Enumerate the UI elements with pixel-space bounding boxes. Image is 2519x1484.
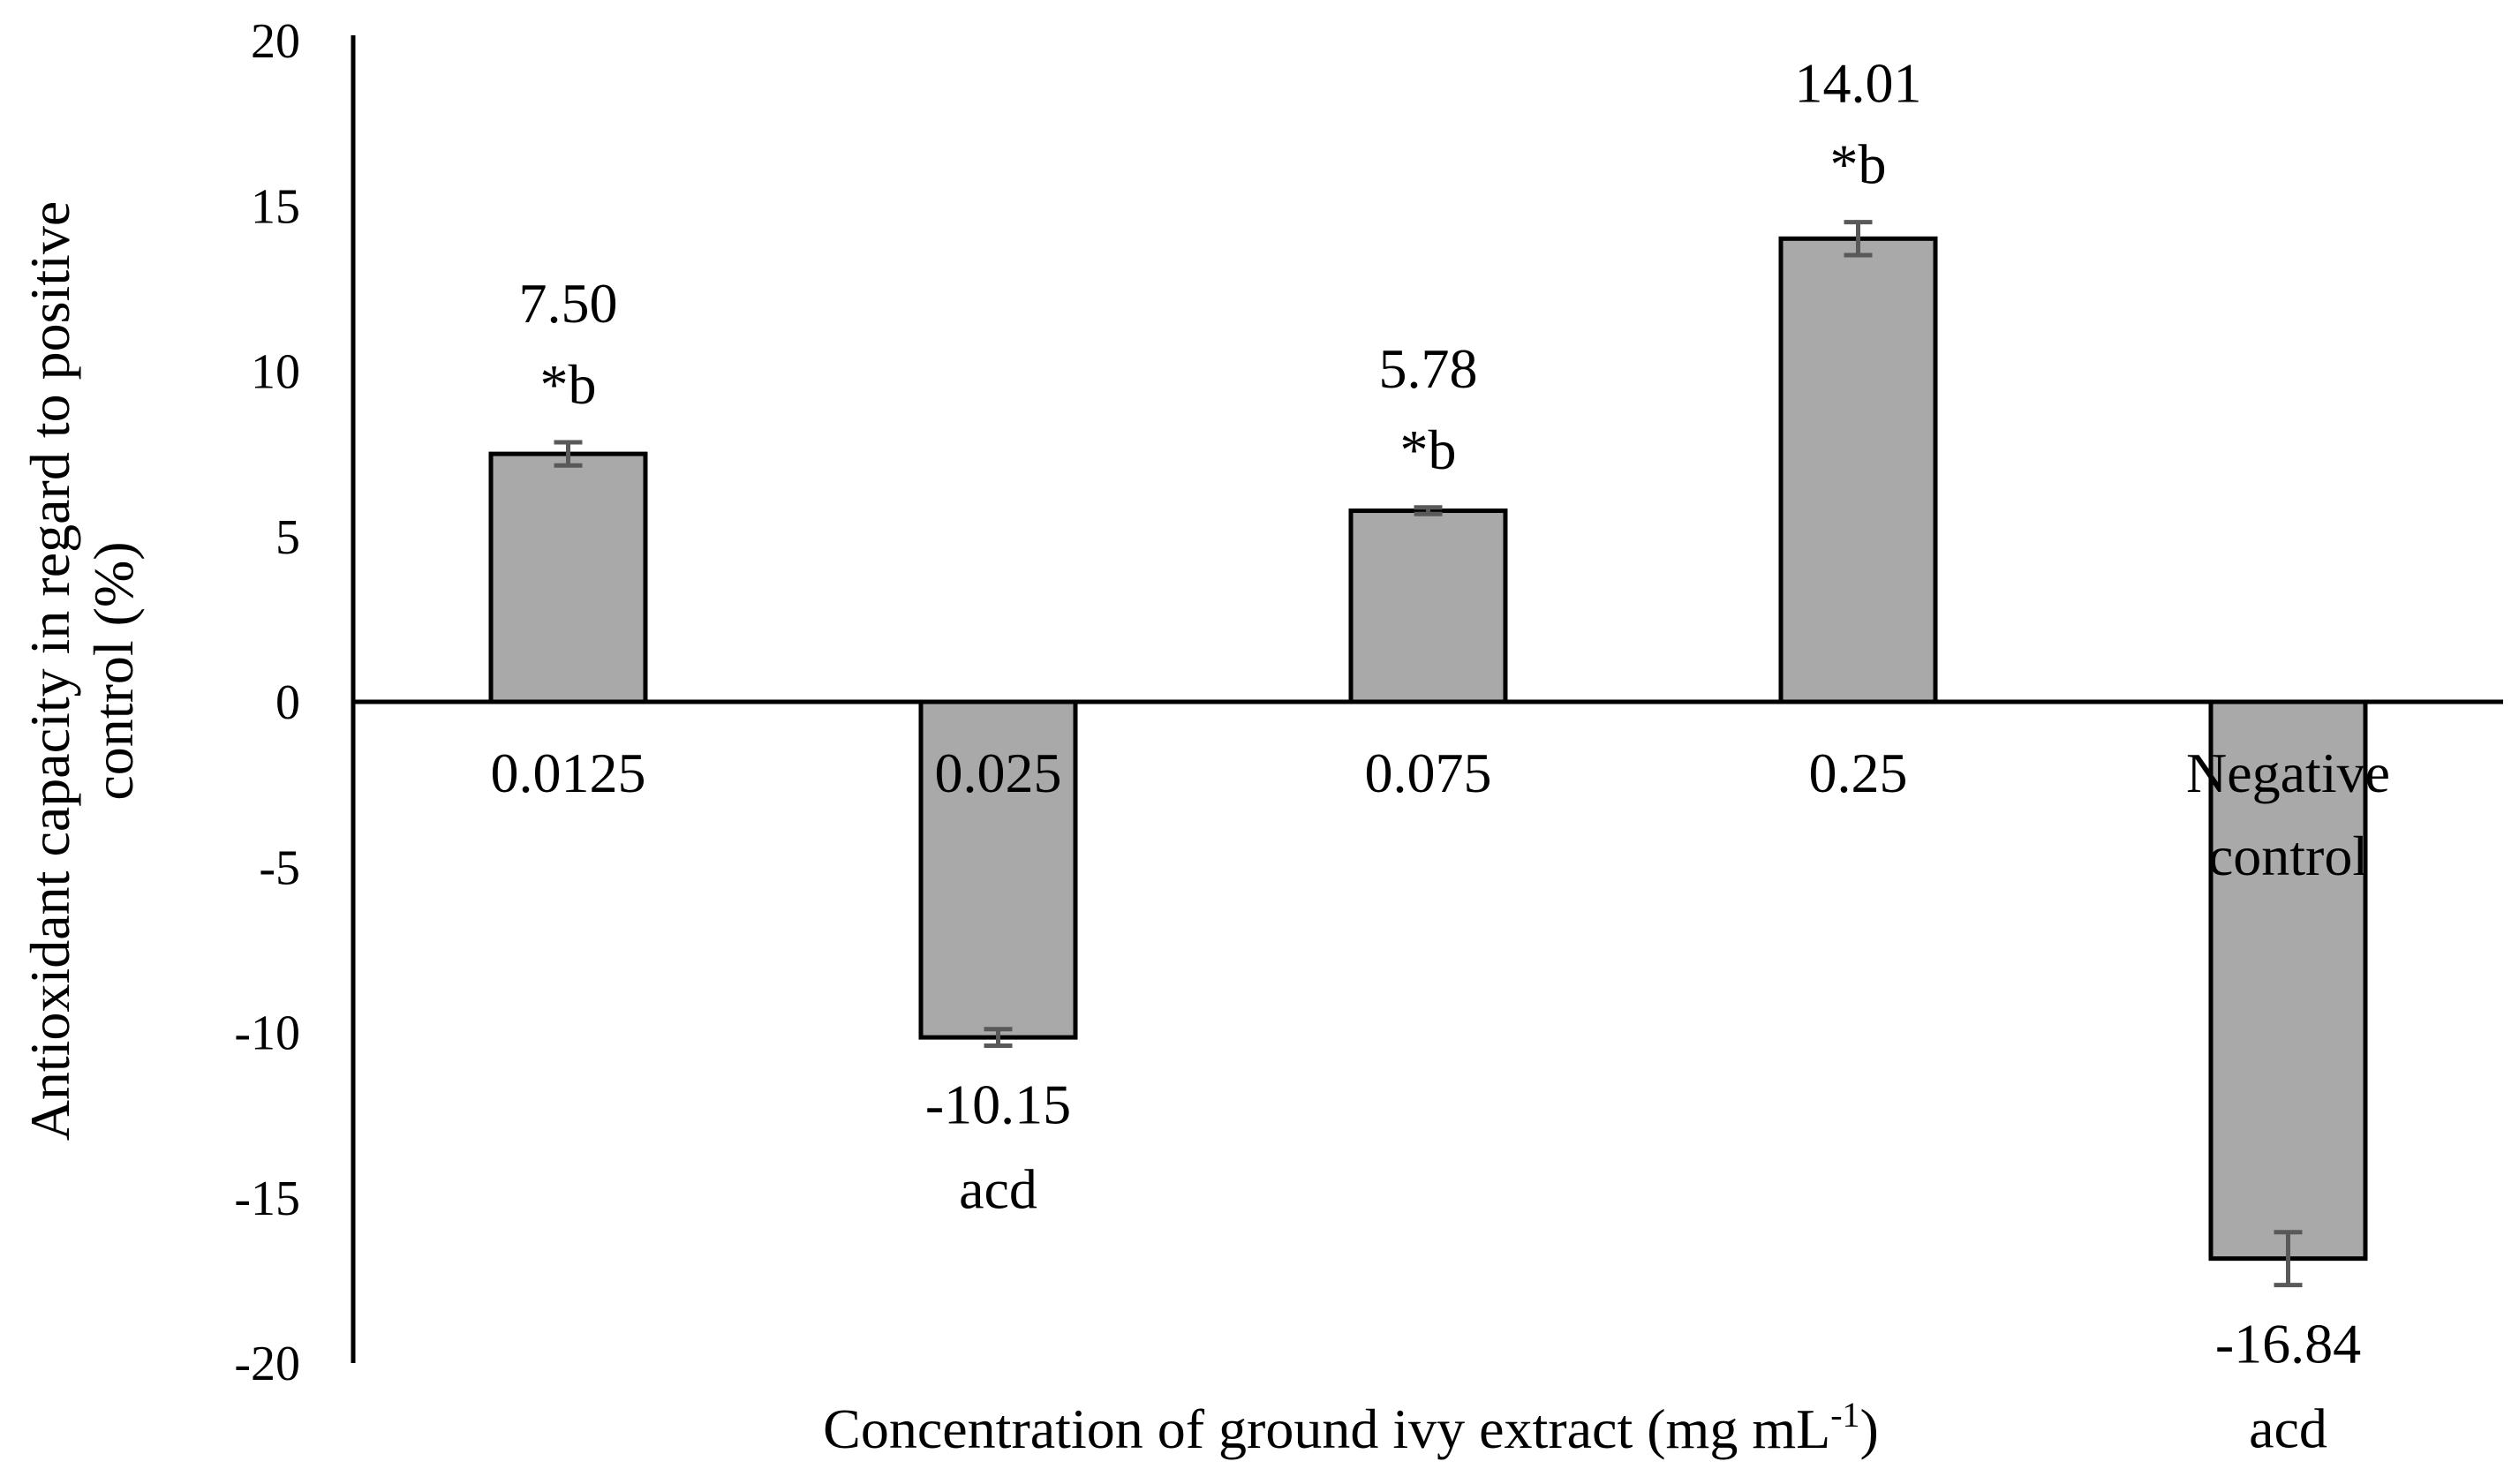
x-axis-title-superscript: -1 <box>1830 1395 1859 1435</box>
significance-label: *b <box>1830 133 1887 196</box>
category-labels: 0.0125 0.025 0.075 0.25 Negative control <box>491 742 2391 887</box>
significance-label: *b <box>540 353 597 416</box>
value-label: 5.78 <box>1379 337 1478 400</box>
x-axis-title: Concentration of ground ivy extract (mg … <box>823 1395 1879 1460</box>
significance-label: *b <box>1400 418 1457 481</box>
value-label: 14.01 <box>1795 52 1922 115</box>
significance-label: acd <box>959 1157 1037 1220</box>
bar <box>1348 508 1508 704</box>
data-labels: 7.50 *b -10.15 acd 5.78 *b 14.01 *b -16.84 acd <box>519 52 2362 1460</box>
y-tick-label: 0 <box>275 675 300 730</box>
value-label: -16.84 <box>2215 1313 2361 1375</box>
y-axis-title-line1: Antioxidant capacity in regard to positi… <box>19 201 81 1141</box>
bar <box>488 451 648 704</box>
category-label: 0.025 <box>935 742 1062 804</box>
y-tick-label: 15 <box>251 179 300 234</box>
category-label-line2: control <box>2208 825 2368 887</box>
bar <box>1778 236 1938 704</box>
error-bars <box>554 220 2303 1288</box>
x-axis-title-main: Concentration of ground ivy extract (mg … <box>823 1397 1830 1460</box>
category-label: 0.25 <box>1809 742 1908 804</box>
y-tick-label: 10 <box>251 345 300 400</box>
category-label: Negative <box>2186 742 2390 804</box>
y-tick-label: 5 <box>275 510 300 565</box>
value-label: -10.15 <box>925 1073 1071 1135</box>
y-tick-label: -10 <box>234 1006 300 1061</box>
y-axis-title-line2: control (%) <box>82 541 145 800</box>
category-label: 0.075 <box>1365 742 1492 804</box>
y-tick-label: -20 <box>234 1337 300 1391</box>
x-axis-title-tail: ) <box>1860 1397 1879 1460</box>
category-label: 0.0125 <box>491 742 646 804</box>
y-tick-label: -5 <box>259 840 300 895</box>
bar <box>918 699 1078 1040</box>
y-tick-labels: 20 15 10 5 0 -5 -10 -15 -20 <box>234 14 300 1391</box>
y-tick-label: -15 <box>234 1171 300 1226</box>
value-label: 7.50 <box>519 272 618 335</box>
y-tick-label: 20 <box>251 14 300 69</box>
significance-label: acd <box>2249 1397 2327 1460</box>
